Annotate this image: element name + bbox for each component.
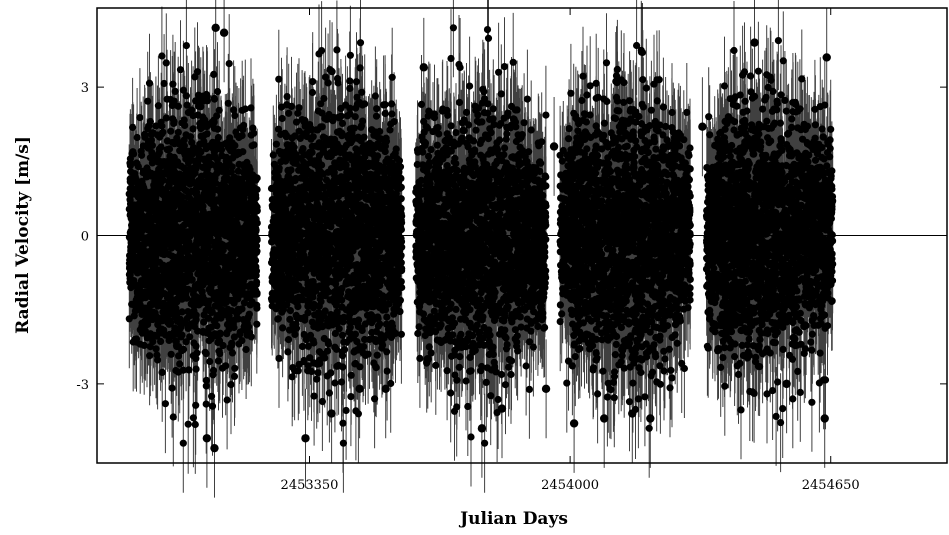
data-point-21 [782,379,791,389]
y-tick-label-1: 0 [81,230,89,245]
x-tick-label-0: 2453350 [281,478,339,493]
data-point-0 [211,23,220,32]
data-point-8 [419,63,428,72]
data-point-1 [219,28,229,37]
data-point-16 [628,409,637,418]
data-point-18 [698,122,707,131]
data-point-5 [327,409,336,418]
data-point-4 [301,434,310,443]
data-points [125,24,837,452]
axes-layer: 2453350 2454000 2454650 -3 0 3 [76,8,947,493]
y-axis-title: Radial Velocity [m/s] [13,136,33,334]
data-point-20 [750,38,759,47]
x-tick-label-2: 2454650 [802,478,860,493]
data-point-17 [646,414,655,423]
data-point-7 [381,384,390,394]
x-axis-title: Julian Days [458,509,568,529]
data-point-13 [549,142,559,151]
marks-layer [125,0,837,498]
data-point-15 [599,414,609,423]
y-tick-label-0: -3 [76,378,89,393]
data-point-6 [355,384,364,394]
data-point-9 [423,354,432,364]
data-point-2 [202,434,212,443]
data-point-11 [497,404,507,413]
y-tick-label-2: 3 [81,81,89,96]
data-point-19 [714,345,723,354]
data-point-23 [820,414,829,423]
data-point-10 [477,424,487,433]
data-point-14 [569,419,579,428]
data-point-3 [210,443,219,453]
x-tick-label-1: 2454000 [541,478,599,493]
data-point-22 [822,53,831,62]
data-point-12 [541,384,551,394]
